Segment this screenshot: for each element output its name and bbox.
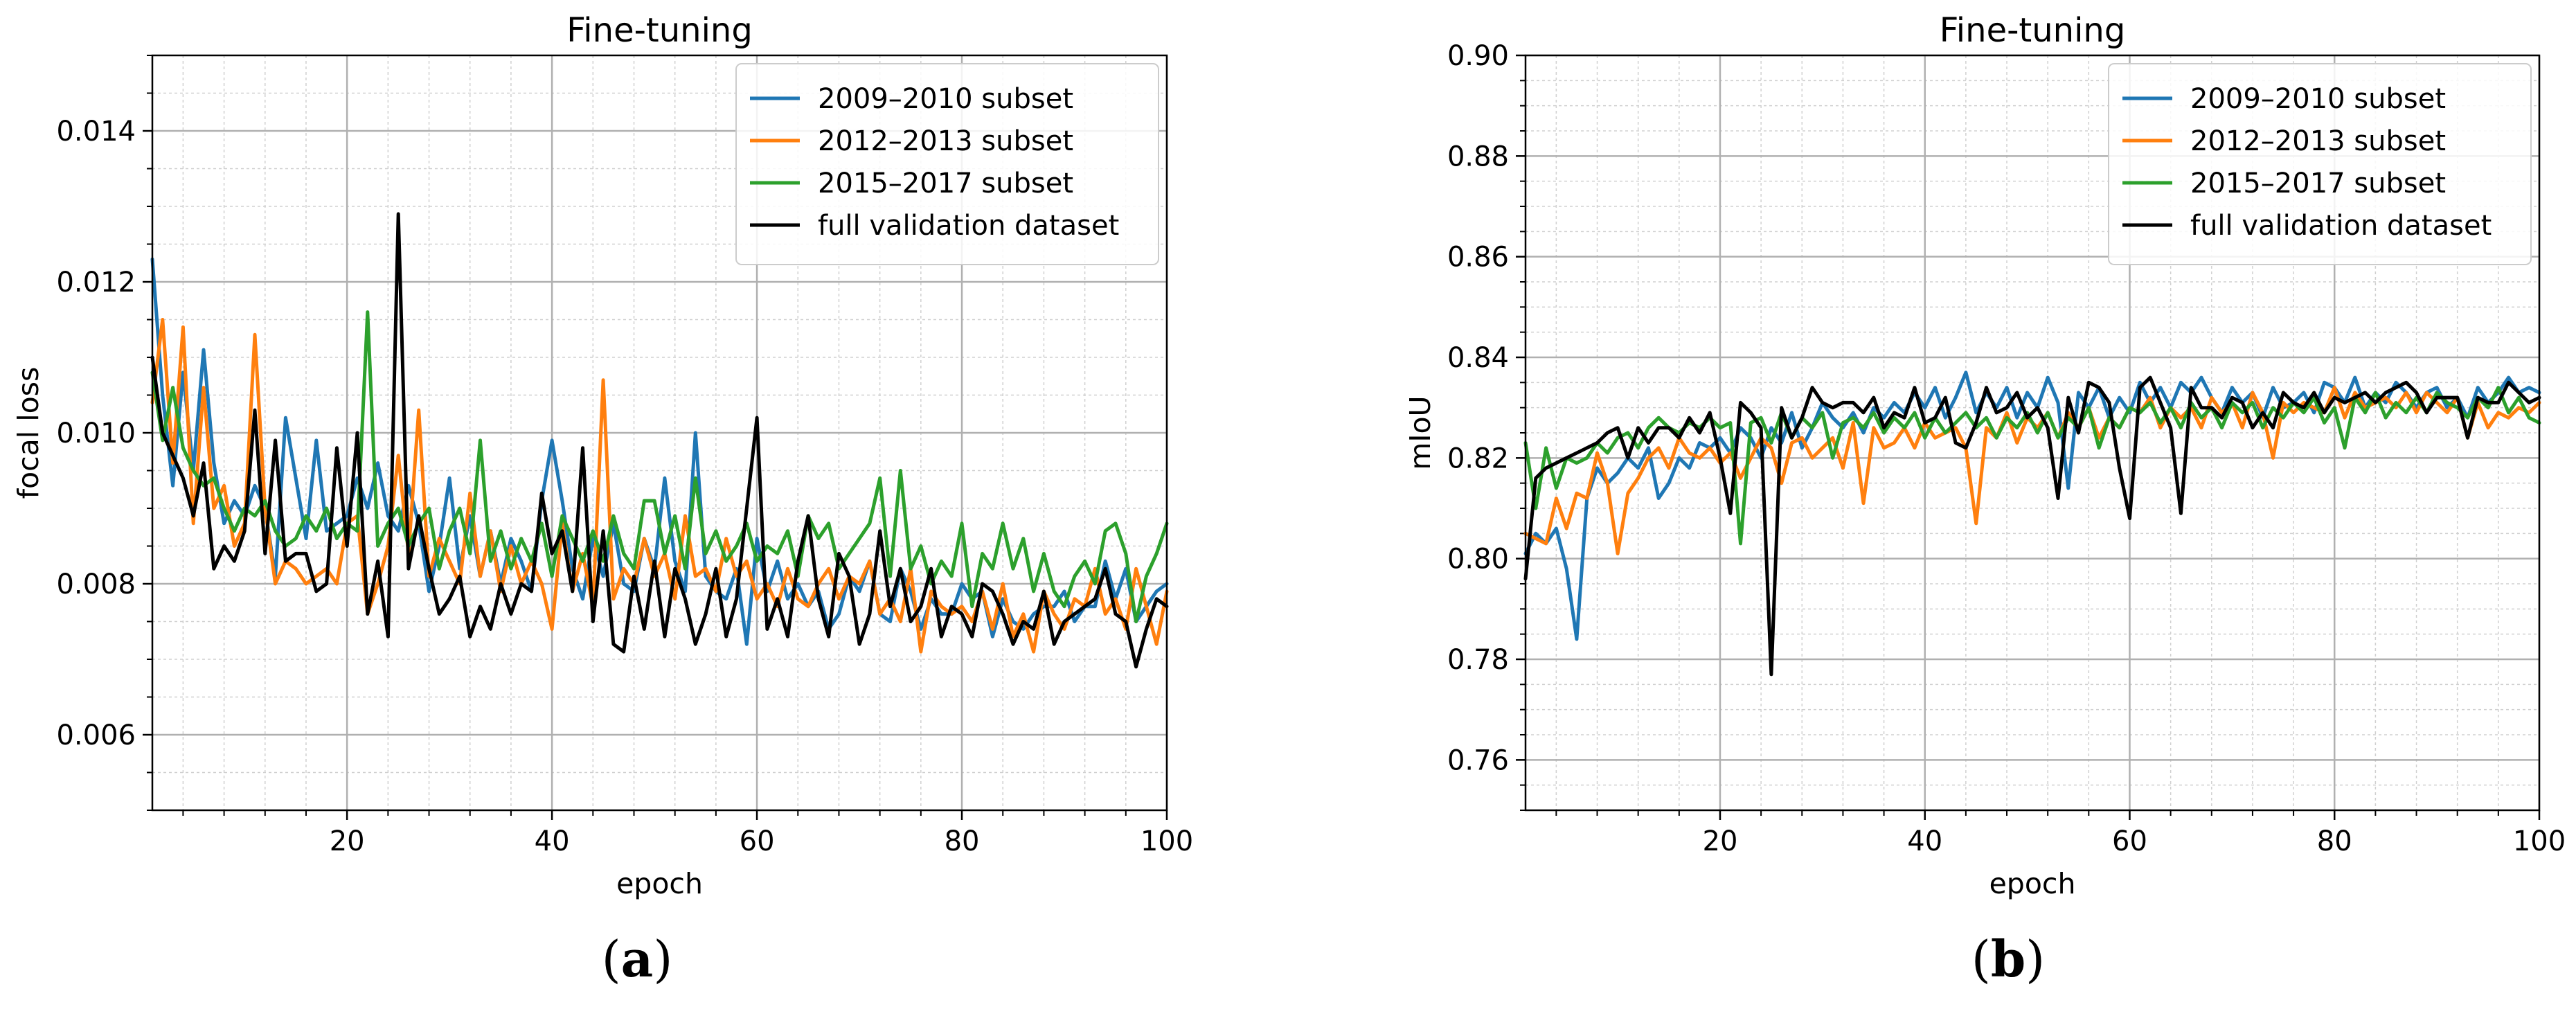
series-line-3 [150, 212, 1169, 669]
series-line-3 [1523, 375, 2541, 677]
legend-box [735, 63, 1159, 265]
panel-label-b-letter: b [1991, 929, 2025, 988]
y-tick-label: 0.88 [1447, 141, 1509, 172]
legend-box [2108, 63, 2532, 265]
chart-miou: 20 40 60 80 100 0.76 0.78 0.80 0.82 0.84 0.86 0.88 0… [1404, 11, 2566, 900]
y-tick-label: 0.86 [1447, 242, 1509, 274]
y-tick-label: 0.78 [1447, 644, 1509, 676]
x-tick-label: 80 [2317, 825, 2352, 857]
x-tick-label: 80 [945, 825, 980, 857]
legend-label-0: 2009–2010 subset [818, 83, 1073, 115]
y-axis-label: mIoU [1404, 395, 1437, 470]
x-tick-label: 40 [535, 825, 570, 857]
legend-label-3: full validation dataset [818, 210, 1119, 242]
chart-title: Fine-tuning [566, 11, 753, 50]
chart-focal-loss: 20 40 60 80 100 0.006 0.008 0.010 0.012 0.014 Fine… [12, 11, 1193, 900]
x-axis-label: epoch [1989, 867, 2076, 900]
y-tick-label: 0.012 [56, 267, 136, 298]
x-axis-label: epoch [616, 867, 703, 900]
y-tick-label: 0.008 [56, 569, 136, 600]
axes-frame [151, 54, 1168, 812]
y-tick-label: 0.84 [1447, 342, 1509, 374]
y-tick-label: 0.76 [1447, 744, 1509, 776]
x-tick-label: 60 [2112, 825, 2147, 857]
y-tick-label: 0.006 [56, 720, 136, 751]
legend: 2009–2010 subset 2012–2013 subset 2015–201… [2108, 63, 2532, 265]
series-group [1523, 370, 2541, 677]
y-tick-label: 0.82 [1447, 443, 1509, 474]
y-tick-label: 0.014 [56, 116, 136, 148]
x-tick-label: 20 [330, 825, 365, 857]
series-group [150, 212, 1169, 669]
x-tick-label: 40 [1907, 825, 1942, 857]
y-tick-label: 0.90 [1447, 40, 1509, 72]
panel-label-a: (a) [602, 929, 673, 988]
legend-label-1: 2012–2013 subset [818, 125, 1073, 157]
chart-title: Fine-tuning [1940, 11, 2126, 50]
x-tick-label: 20 [1703, 825, 1738, 857]
legend-label-1: 2012–2013 subset [2190, 125, 2446, 157]
legend-label-2: 2015–2017 subset [818, 168, 1073, 199]
legend-label-2: 2015–2017 subset [2190, 168, 2446, 199]
legend-label-0: 2009–2010 subset [2190, 83, 2446, 115]
panel-label-a-letter: a [621, 929, 654, 988]
series-line-2 [150, 310, 1169, 623]
legend: 2009–2010 subset 2012–2013 subset 2015–201… [735, 63, 1159, 265]
x-tick-label: 100 [2513, 825, 2566, 857]
y-tick-label: 0.010 [56, 418, 136, 449]
x-tick-label: 100 [1141, 825, 1193, 857]
y-tick-label: 0.80 [1447, 544, 1509, 575]
x-tick-label: 60 [740, 825, 775, 857]
axes-frame [1524, 54, 2541, 812]
y-axis-label: focal loss [12, 367, 45, 499]
panel-label-b: (b) [1971, 929, 2046, 988]
legend-label-3: full validation dataset [2190, 210, 2492, 242]
